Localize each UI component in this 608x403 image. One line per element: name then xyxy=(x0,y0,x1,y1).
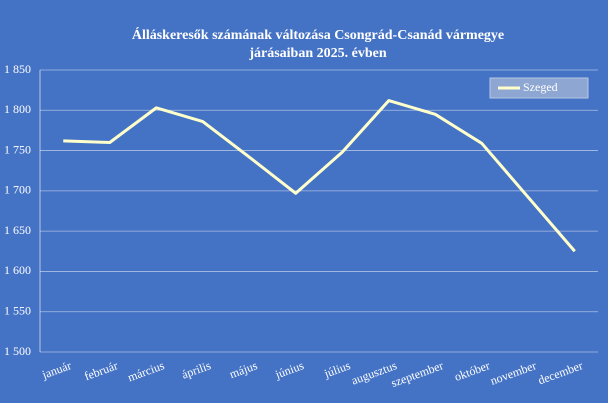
line-series xyxy=(63,99,576,253)
y-tick-label: 1 800 xyxy=(4,102,31,116)
y-tick-label: 1 550 xyxy=(4,303,31,317)
legend-box xyxy=(489,77,589,99)
y-tick-label: 1 600 xyxy=(4,263,31,277)
y-tick-label: 1 850 xyxy=(4,62,31,76)
chart-title: Álláskeresők számának változása Csongrád… xyxy=(132,26,504,43)
chart-title: járásaiban 2025. évben xyxy=(248,46,387,61)
y-tick-label: 1 650 xyxy=(4,223,31,237)
y-tick-label: 1 750 xyxy=(4,142,31,156)
legend-label: Szeged xyxy=(523,80,558,94)
y-tick-label: 1 700 xyxy=(4,183,31,197)
y-tick-label: 1 500 xyxy=(4,344,31,358)
